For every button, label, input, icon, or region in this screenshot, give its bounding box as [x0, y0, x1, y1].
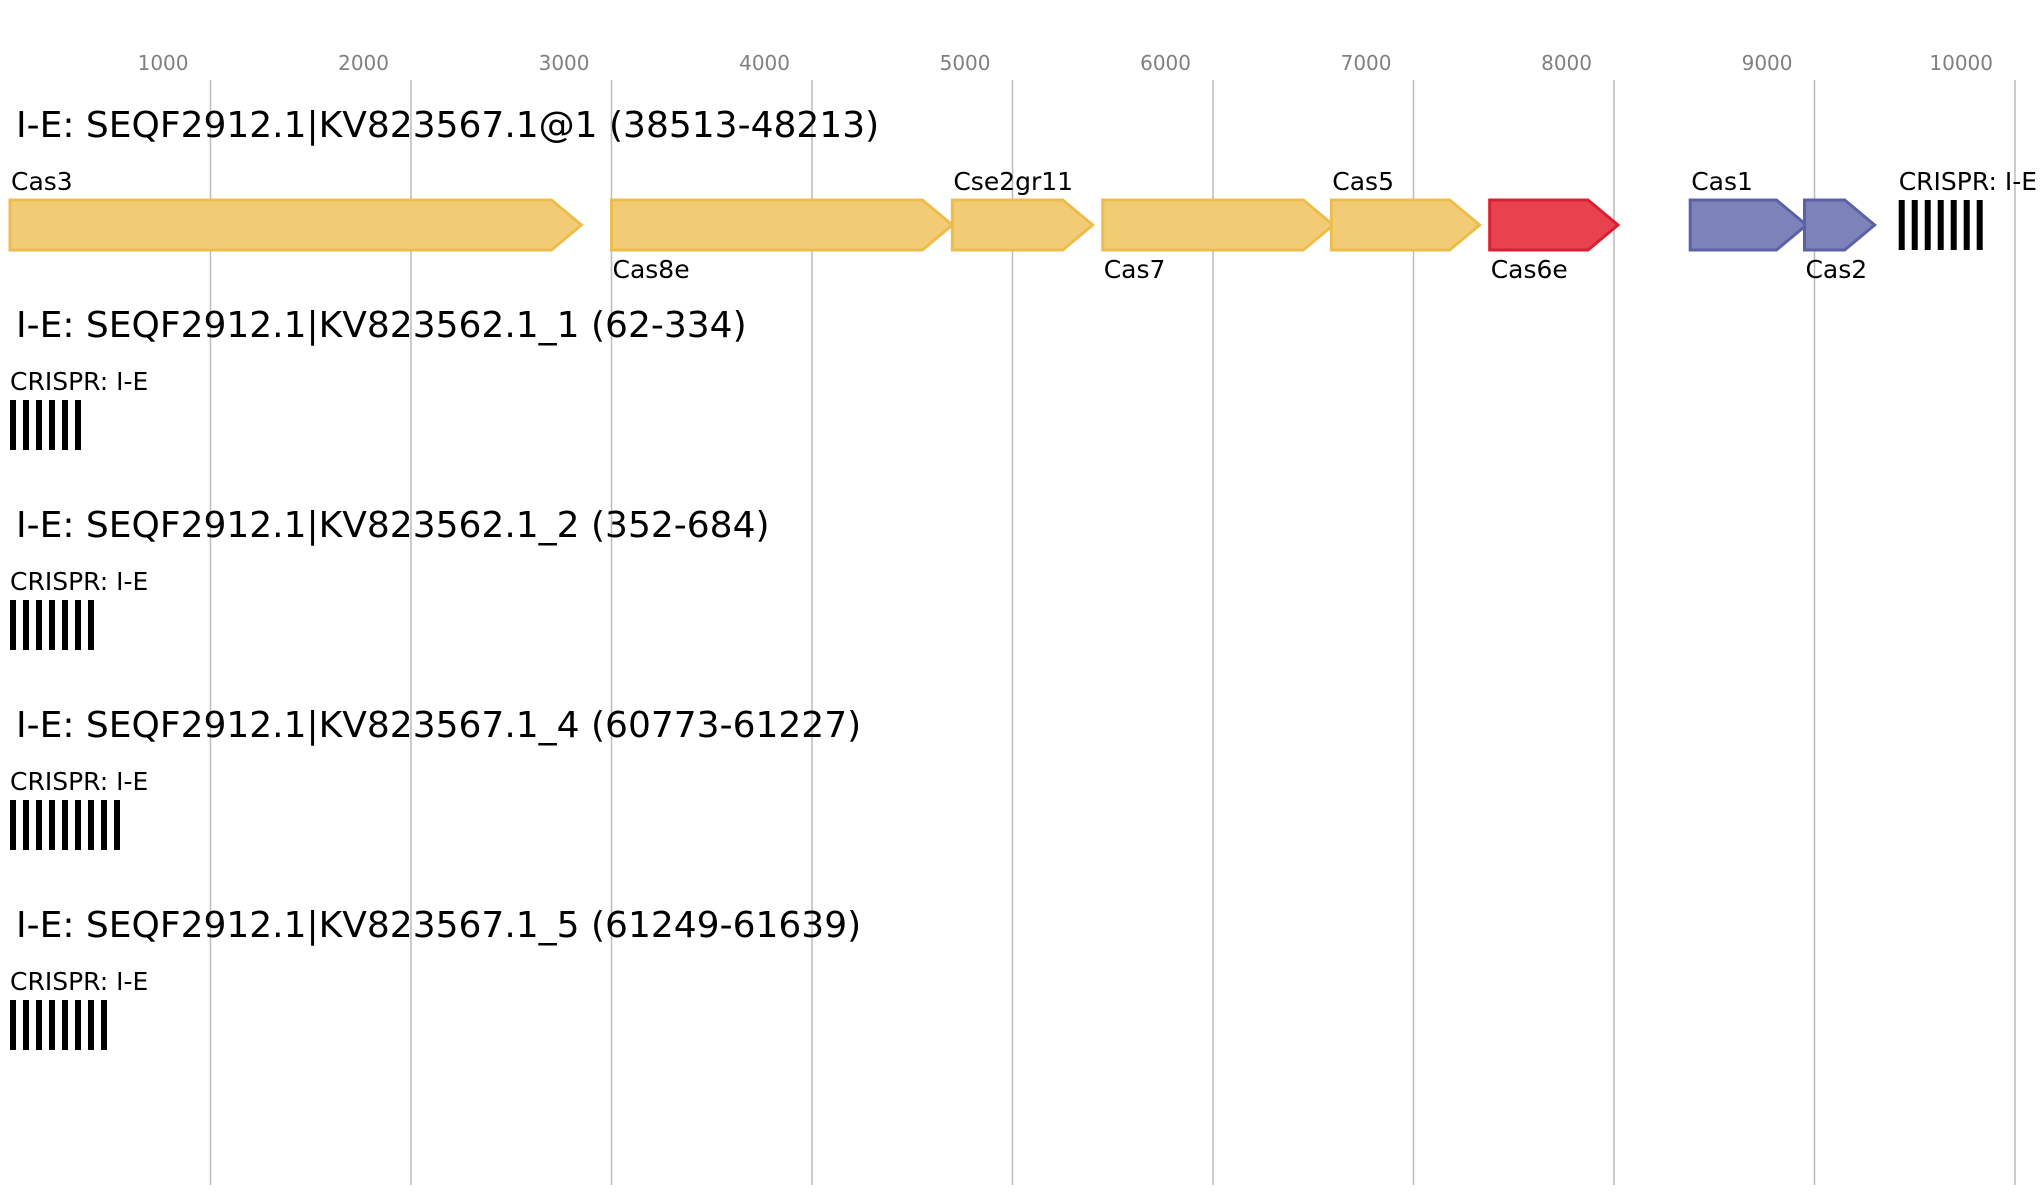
crispr-repeat	[1976, 200, 1983, 250]
crispr-repeat	[23, 1000, 29, 1050]
track: I-E: SEQF2912.1|KV823567.1@1 (38513-4821…	[8, 105, 2037, 284]
crispr-array	[1898, 200, 1983, 250]
crispr-repeat	[23, 800, 29, 850]
gene-arrow-cas1	[1688, 198, 1809, 252]
crispr-label: CRISPR: I-E	[10, 767, 148, 796]
crispr-repeat	[88, 1000, 94, 1050]
crispr-repeat	[75, 600, 81, 650]
crispr-repeat	[49, 800, 55, 850]
crispr-repeat	[10, 800, 16, 850]
crispr-repeat	[88, 600, 94, 650]
track-title: I-E: SEQF2912.1|KV823562.1_2 (352-684)	[16, 505, 770, 546]
track: I-E: SEQF2912.1|KV823567.1_4 (60773-6122…	[10, 705, 861, 850]
crispr-repeat	[62, 600, 68, 650]
crispr-repeat	[10, 400, 16, 450]
axis-tick-label: 7000	[1341, 51, 1392, 75]
crispr-repeat	[1898, 200, 1905, 250]
gene-arrow-cse2gr11	[950, 198, 1096, 252]
gene-label: Cas6e	[1491, 255, 1568, 284]
gene-label: Cas7	[1104, 255, 1166, 284]
gene-arrow-cas8e	[610, 198, 955, 252]
track: I-E: SEQF2912.1|KV823567.1_5 (61249-6163…	[10, 905, 861, 1050]
crispr-repeat	[49, 1000, 55, 1050]
axis-tick-label: 10000	[1929, 51, 1993, 75]
crispr-repeat	[75, 1000, 81, 1050]
crispr-repeat	[75, 800, 81, 850]
crispr-repeat	[49, 400, 55, 450]
crispr-array	[10, 600, 94, 650]
crispr-repeat	[88, 800, 94, 850]
axis-tick-label: 9000	[1742, 51, 1793, 75]
crispr-repeat	[49, 600, 55, 650]
gene-arrow-cas2	[1802, 198, 1877, 252]
gene-arrow-cas3	[8, 198, 584, 252]
crispr-repeat	[1924, 200, 1931, 250]
crispr-repeat	[62, 800, 68, 850]
track-title: I-E: SEQF2912.1|KV823567.1_4 (60773-6122…	[16, 705, 861, 746]
crispr-repeat	[1963, 200, 1970, 250]
axis-tick-label: 2000	[338, 51, 389, 75]
gene-arrow-cas7	[1101, 198, 1336, 252]
axis-tick-label: 3000	[539, 51, 590, 75]
crispr-repeat	[75, 400, 81, 450]
crispr-repeat	[101, 1000, 107, 1050]
gene-arrow-cas6e	[1488, 198, 1621, 252]
crispr-repeat	[23, 600, 29, 650]
gene-label: Cas8e	[613, 255, 690, 284]
crispr-repeat	[1911, 200, 1918, 250]
axis-tick-label: 5000	[940, 51, 991, 75]
gene-arrow-cas5	[1329, 198, 1483, 252]
grid-layer	[209, 80, 2016, 1185]
gene-label: Cas1	[1691, 167, 1753, 196]
crispr-array	[10, 800, 120, 850]
track: I-E: SEQF2912.1|KV823562.1_2 (352-684) CR…	[10, 505, 770, 650]
axis-tick-label: 4000	[739, 51, 790, 75]
crispr-repeat	[101, 800, 107, 850]
crispr-repeat	[36, 600, 42, 650]
crispr-repeat	[23, 400, 29, 450]
crispr-repeat	[36, 400, 42, 450]
crispr-repeat	[1950, 200, 1957, 250]
crispr-repeat	[36, 800, 42, 850]
tracks-layer: I-E: SEQF2912.1|KV823567.1@1 (38513-4821…	[8, 105, 2037, 1050]
crispr-label: CRISPR: I-E	[1899, 167, 2037, 196]
axis-tick-label: 8000	[1541, 51, 1592, 75]
crispr-label: CRISPR: I-E	[10, 367, 148, 396]
track-title: I-E: SEQF2912.1|KV823567.1@1 (38513-4821…	[16, 105, 879, 146]
crispr-repeat	[36, 1000, 42, 1050]
gene-label: Cse2gr11	[953, 167, 1073, 196]
track-title: I-E: SEQF2912.1|KV823562.1_1 (62-334)	[16, 305, 747, 346]
axis-tick-label: 1000	[138, 51, 189, 75]
crispr-repeat	[10, 1000, 16, 1050]
crispr-repeat	[62, 400, 68, 450]
crispr-label: CRISPR: I-E	[10, 967, 148, 996]
track-title: I-E: SEQF2912.1|KV823567.1_5 (61249-6163…	[16, 905, 861, 946]
gene-label: Cas5	[1332, 167, 1394, 196]
crispr-repeat	[1937, 200, 1944, 250]
crispr-label: CRISPR: I-E	[10, 567, 148, 596]
crispr-repeat	[114, 800, 120, 850]
axis-tick-label: 6000	[1140, 51, 1191, 75]
crispr-array	[10, 1000, 107, 1050]
gene-label: Cas2	[1805, 255, 1867, 284]
crispr-array	[10, 400, 81, 450]
crispr-repeat	[62, 1000, 68, 1050]
track: I-E: SEQF2912.1|KV823562.1_1 (62-334) CRI…	[10, 305, 747, 450]
axis-layer: 1000 2000 3000 4000 5000 6000 7000 8000 9000 1000…	[138, 51, 1993, 75]
gene-label: Cas3	[11, 167, 73, 196]
crispr-repeat	[10, 600, 16, 650]
